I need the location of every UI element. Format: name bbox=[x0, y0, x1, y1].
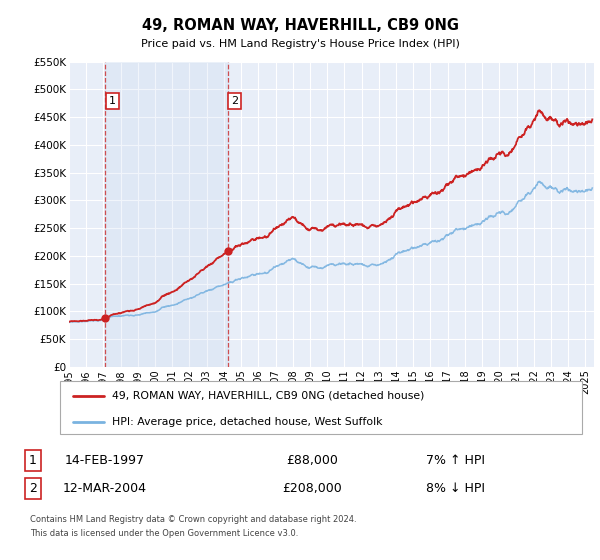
FancyBboxPatch shape bbox=[60, 381, 582, 434]
Text: This data is licensed under the Open Government Licence v3.0.: This data is licensed under the Open Gov… bbox=[30, 529, 298, 538]
Text: 12-MAR-2004: 12-MAR-2004 bbox=[63, 482, 147, 495]
Bar bbox=[106, 62, 227, 367]
Text: £208,000: £208,000 bbox=[282, 482, 342, 495]
Text: 1: 1 bbox=[109, 96, 116, 106]
Text: 49, ROMAN WAY, HAVERHILL, CB9 0NG (detached house): 49, ROMAN WAY, HAVERHILL, CB9 0NG (detac… bbox=[112, 391, 425, 401]
Text: £88,000: £88,000 bbox=[286, 454, 338, 467]
Text: 8% ↓ HPI: 8% ↓ HPI bbox=[427, 482, 485, 495]
Text: 2: 2 bbox=[29, 482, 37, 495]
Text: 2: 2 bbox=[231, 96, 238, 106]
Text: Price paid vs. HM Land Registry's House Price Index (HPI): Price paid vs. HM Land Registry's House … bbox=[140, 39, 460, 49]
Text: Contains HM Land Registry data © Crown copyright and database right 2024.: Contains HM Land Registry data © Crown c… bbox=[30, 515, 356, 524]
Text: 49, ROMAN WAY, HAVERHILL, CB9 0NG: 49, ROMAN WAY, HAVERHILL, CB9 0NG bbox=[142, 18, 458, 32]
Text: 7% ↑ HPI: 7% ↑ HPI bbox=[427, 454, 485, 467]
Text: 14-FEB-1997: 14-FEB-1997 bbox=[65, 454, 145, 467]
Text: HPI: Average price, detached house, West Suffolk: HPI: Average price, detached house, West… bbox=[112, 417, 383, 427]
Text: 1: 1 bbox=[29, 454, 37, 467]
